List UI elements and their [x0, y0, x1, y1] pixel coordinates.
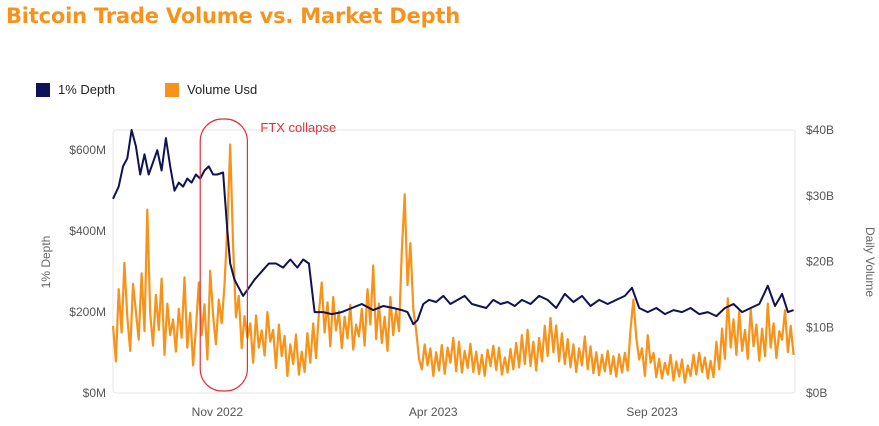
left-tick-label: $200M — [69, 305, 106, 319]
right-tick-label: $20B — [806, 255, 834, 269]
right-tick-label: $30B — [806, 189, 834, 203]
left-tick-label: $0M — [83, 386, 106, 400]
right-tick-label: $40B — [806, 123, 834, 137]
x-axis: Nov 2022 Apr 2023 Sep 2023 — [192, 405, 678, 419]
plot-border — [112, 129, 796, 394]
right-tick-label: $0B — [806, 386, 827, 400]
series-layer — [111, 129, 795, 384]
series-depth-line — [112, 129, 794, 326]
left-tick-label: $400M — [69, 224, 106, 238]
legend-item-volume: Volume Usd — [165, 82, 257, 97]
legend-label-volume: Volume Usd — [187, 82, 258, 97]
right-tick-label: $10B — [806, 320, 834, 334]
annotation-layer: FTX collapse — [199, 118, 336, 392]
series-volume-line — [111, 143, 795, 384]
legend: 1% Depth Volume Usd — [36, 82, 307, 97]
plot-frame — [112, 129, 796, 394]
x-tick-label: Sep 2023 — [626, 405, 678, 419]
right-axis: $0B $10B $20B $30B $40B Daily Volume — [806, 123, 877, 400]
ftx-collapse-label: FTX collapse — [260, 120, 336, 135]
ftx-collapse-highlight — [199, 118, 248, 392]
left-tick-label: $600M — [69, 143, 106, 157]
page-title: Bitcoin Trade Volume vs. Market Depth — [6, 4, 461, 28]
x-tick-label: Nov 2022 — [192, 405, 244, 419]
right-axis-label: Daily Volume — [863, 227, 877, 297]
left-axis-label: 1% Depth — [39, 236, 53, 289]
legend-item-depth: 1% Depth — [36, 82, 115, 97]
legend-label-depth: 1% Depth — [58, 82, 116, 97]
legend-swatch-volume — [165, 82, 180, 97]
legend-swatch-depth — [36, 82, 50, 97]
x-tick-label: Apr 2023 — [409, 405, 458, 419]
left-axis: $0M $200M $400M $600M 1% Depth — [39, 143, 106, 400]
